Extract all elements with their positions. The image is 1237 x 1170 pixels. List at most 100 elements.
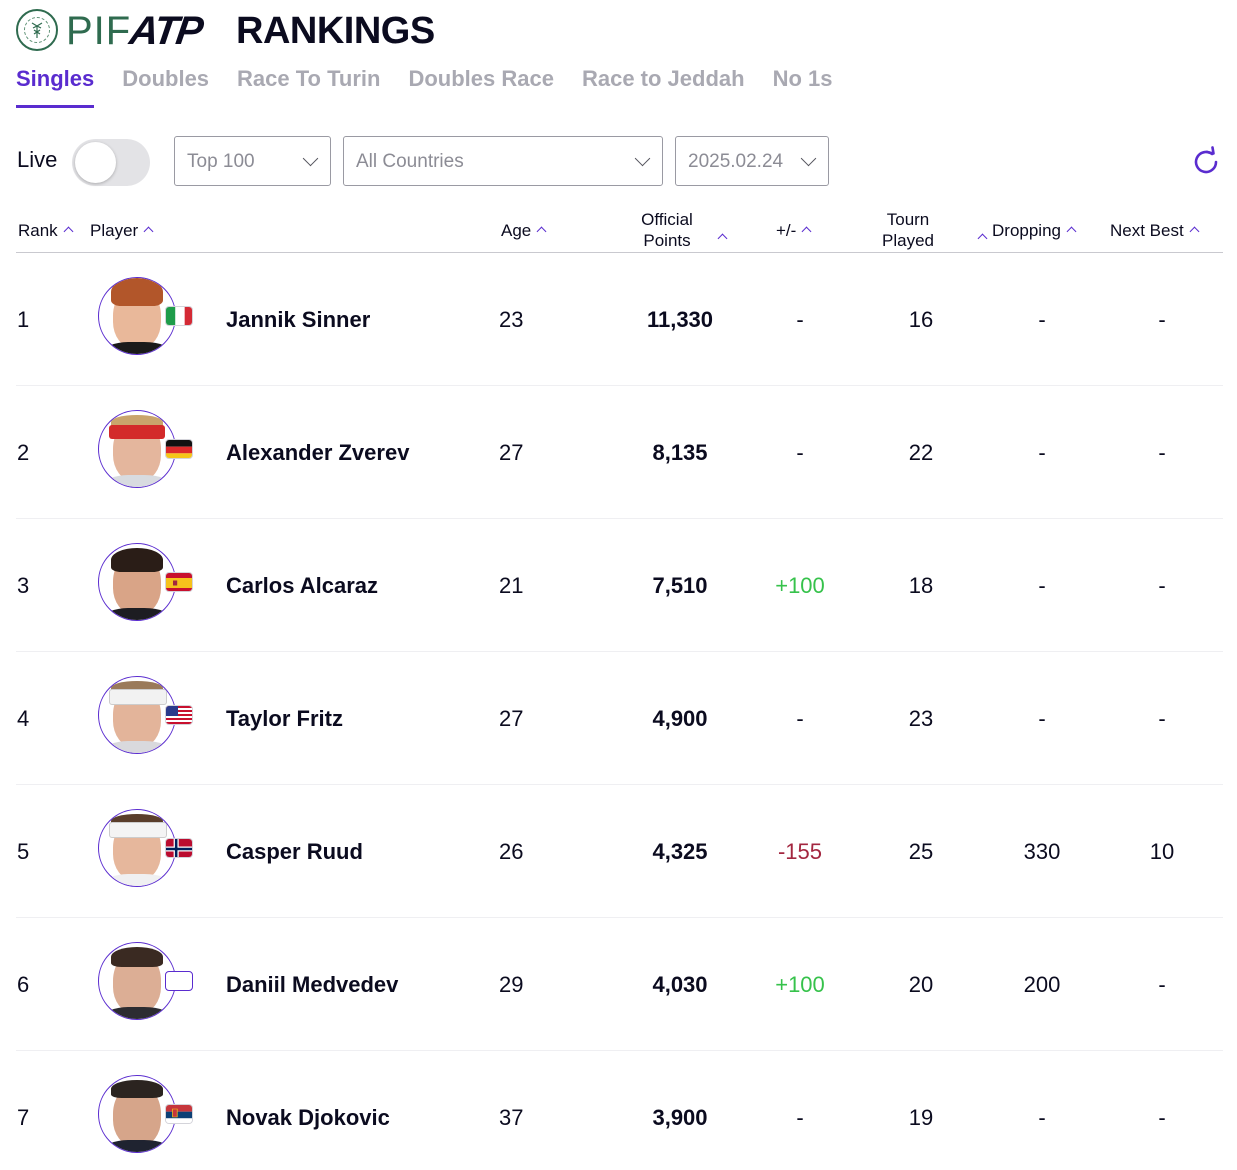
column-header-points-line2: Points [643,231,691,250]
sort-caret-icon[interactable] [978,233,988,244]
italy-flag [165,306,193,326]
player-avatar[interactable] [98,543,176,621]
column-header-delta[interactable]: +/- [776,220,812,241]
player-name-link[interactable]: Novak Djokovic [226,1105,390,1130]
tab-race-to-jeddah[interactable]: Race to Jeddah [581,66,745,91]
row-rank: 1 [17,307,30,332]
column-header-player-label: Player [90,221,139,240]
row-divider [16,917,1223,918]
row-delta: - [796,1105,804,1130]
row-age: 26 [499,839,524,864]
column-header-delta-label: +/- [776,221,797,240]
tab-race-to-turin[interactable]: Race To Turin [237,66,381,91]
column-header-tourn[interactable]: Tourn Played [878,209,938,251]
hair-shape [111,278,163,306]
row-points: 3,900 [652,1105,708,1130]
spain-flag [165,572,193,592]
column-header-points[interactable]: Official Points [636,209,698,251]
row-delta: -155 [777,839,823,864]
row-next-best: - [1158,1105,1166,1130]
column-header-next-best[interactable]: Next Best [1110,220,1200,241]
row-divider [16,784,1223,785]
row-divider [16,651,1223,652]
row-divider [16,518,1223,519]
player-name-link[interactable]: Daniil Medvedev [226,972,399,997]
row-age: 21 [499,573,524,598]
hair-shape [111,548,163,572]
shirt-shape [101,1007,173,1019]
column-header-rank-label: Rank [18,221,58,240]
player-avatar[interactable] [98,809,176,887]
sort-caret-icon[interactable] [717,233,728,244]
toggle-knob [75,142,116,183]
player-name-link[interactable]: Taylor Fritz [226,706,343,731]
sort-caret-icon [536,226,547,237]
usa-flag [165,705,193,725]
player-avatar[interactable] [98,410,176,488]
row-dropping: - [1038,307,1046,332]
row-rank: 2 [17,440,30,465]
row-tourn-played: 23 [908,706,934,731]
column-header-dropping[interactable]: Dropping [992,220,1077,241]
date-select[interactable]: 2025.02.24 [675,136,829,186]
row-dropping: - [1038,573,1046,598]
live-toggle[interactable] [72,139,150,186]
hair-shape [111,947,163,967]
row-rank: 4 [17,706,30,731]
shirt-shape [101,608,173,620]
row-points: 4,325 [652,839,708,864]
hair-shape [111,1080,163,1098]
serbia-flag [165,1104,193,1124]
headband-shape [109,425,165,439]
player-avatar[interactable] [98,676,176,754]
row-rank: 3 [17,573,30,598]
row-tourn-played: 16 [908,307,934,332]
tab-doubles-race[interactable]: Doubles Race [408,66,554,91]
range-select-value: Top 100 [187,151,255,172]
row-age: 37 [499,1105,524,1130]
sort-caret-icon [1066,226,1077,237]
player-avatar[interactable] [98,277,176,355]
tab-no-1s[interactable]: No 1s [772,66,833,91]
row-divider [16,385,1223,386]
player-avatar[interactable] [98,942,176,1020]
column-header-rank[interactable]: Rank [18,220,74,241]
player-name-link[interactable]: Casper Ruud [226,839,363,864]
header-divider [16,252,1223,253]
shirt-shape [101,874,173,886]
player-name-link[interactable]: Carlos Alcaraz [226,573,379,598]
refresh-icon[interactable] [1190,146,1222,178]
sort-caret-icon [63,226,74,237]
pif-logo-text: PIF [66,9,132,53]
row-dropping: - [1038,706,1046,731]
player-name-link[interactable]: Jannik Sinner [226,307,371,332]
row-points: 4,030 [652,972,708,997]
row-divider [16,1050,1223,1051]
chevron-down-icon [800,150,817,167]
player-avatar[interactable] [98,1075,176,1153]
sort-caret-icon [1189,226,1200,237]
tab-doubles[interactable]: Doubles [122,66,210,91]
row-points: 8,135 [652,440,708,465]
shirt-shape [101,342,173,354]
row-next-best: - [1158,307,1166,332]
column-header-player[interactable]: Player [90,220,154,241]
row-delta: - [796,706,804,731]
country-select[interactable]: All Countries [343,136,663,186]
row-delta: +100 [775,972,825,997]
headband-shape [109,822,167,838]
tab-singles[interactable]: Singles [16,66,95,108]
range-select[interactable]: Top 100 [174,136,331,186]
headband-shape [109,689,167,705]
row-tourn-played: 18 [908,573,934,598]
row-delta: - [796,307,804,332]
palm-icon [31,22,43,38]
neutral-flag [165,971,193,991]
player-name-link[interactable]: Alexander Zverev [226,440,410,465]
shirt-shape [101,1140,173,1152]
column-header-dropping-label: Dropping [992,221,1061,240]
shirt-shape [101,741,173,753]
row-rank: 6 [17,972,30,997]
column-header-age[interactable]: Age [501,220,547,241]
row-age: 29 [499,972,524,997]
